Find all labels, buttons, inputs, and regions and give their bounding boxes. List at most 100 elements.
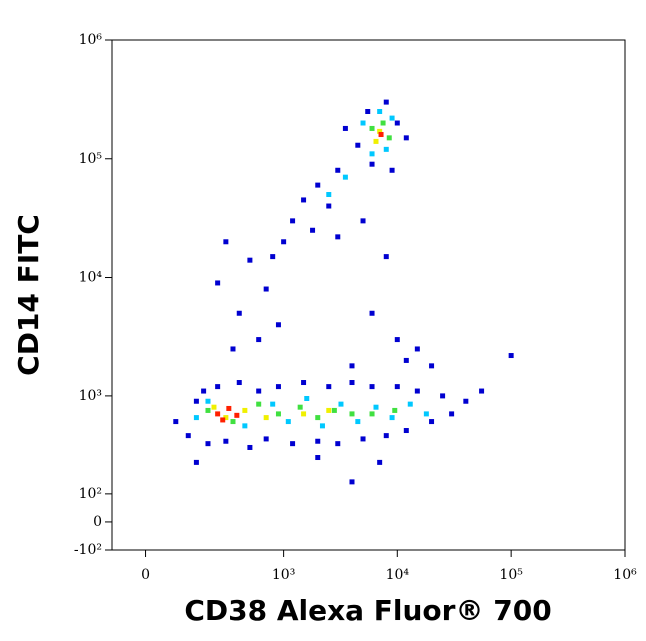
point xyxy=(242,423,248,429)
point xyxy=(256,337,262,343)
x-axis-label: CD38 Alexa Fluor® 700 xyxy=(184,594,551,627)
point xyxy=(369,125,375,131)
point xyxy=(414,388,420,394)
point xyxy=(215,280,221,286)
point xyxy=(383,433,389,439)
point xyxy=(270,254,276,260)
point xyxy=(373,404,379,410)
point xyxy=(377,459,383,465)
point xyxy=(423,411,429,417)
point xyxy=(440,393,446,399)
point xyxy=(326,203,332,209)
point xyxy=(247,444,253,450)
point xyxy=(315,415,321,421)
point xyxy=(335,167,341,173)
point xyxy=(403,135,409,141)
y-tick-label: 10⁴ xyxy=(79,270,103,286)
point xyxy=(247,257,253,263)
y-tick-label: 10² xyxy=(79,486,102,502)
point xyxy=(349,479,355,485)
point xyxy=(185,433,191,439)
point xyxy=(331,407,337,413)
point xyxy=(508,353,514,359)
point xyxy=(275,384,281,390)
point xyxy=(369,384,375,390)
point xyxy=(193,415,199,421)
point xyxy=(236,310,242,316)
point xyxy=(360,436,366,442)
point xyxy=(392,407,398,413)
point xyxy=(479,388,485,394)
y-axis-label: CD14 FITC xyxy=(12,214,45,376)
point xyxy=(349,380,355,386)
point xyxy=(301,411,307,417)
point xyxy=(326,192,332,198)
point xyxy=(463,398,469,404)
point xyxy=(377,109,383,115)
point xyxy=(223,415,229,421)
point xyxy=(369,310,375,316)
point xyxy=(407,401,413,407)
point xyxy=(389,415,395,421)
point xyxy=(297,404,303,410)
point xyxy=(223,239,229,245)
point xyxy=(223,438,229,444)
point xyxy=(256,401,262,407)
point xyxy=(285,419,291,425)
point xyxy=(380,120,386,126)
point xyxy=(377,128,383,134)
point xyxy=(365,109,371,115)
point xyxy=(173,419,179,425)
point xyxy=(193,459,199,465)
point xyxy=(205,441,211,447)
point xyxy=(205,398,211,404)
x-tick-label: 10⁴ xyxy=(386,567,410,583)
point xyxy=(342,174,348,180)
plot-frame xyxy=(111,39,626,551)
point xyxy=(315,182,321,188)
point xyxy=(256,388,262,394)
point xyxy=(369,151,375,157)
x-tick-label: 0 xyxy=(141,567,150,583)
point xyxy=(403,428,409,434)
point xyxy=(429,363,435,369)
point xyxy=(315,455,321,461)
point xyxy=(349,411,355,417)
point xyxy=(369,161,375,167)
point xyxy=(373,138,379,144)
point xyxy=(429,419,435,425)
point xyxy=(281,239,287,245)
point xyxy=(386,135,392,141)
point xyxy=(290,441,296,447)
point xyxy=(335,441,341,447)
point xyxy=(275,322,281,328)
point xyxy=(319,423,325,429)
point xyxy=(315,438,321,444)
point xyxy=(301,197,307,203)
point xyxy=(226,405,232,411)
point xyxy=(389,167,395,173)
point xyxy=(230,346,236,352)
point xyxy=(301,380,307,386)
y-tick-label: 10⁵ xyxy=(79,151,103,167)
point xyxy=(403,357,409,363)
point xyxy=(360,218,366,224)
point xyxy=(230,419,236,425)
point xyxy=(383,146,389,152)
point xyxy=(326,384,332,390)
y-tick-label: 10⁶ xyxy=(79,32,103,48)
x-tick-label: 10⁶ xyxy=(613,567,637,583)
point xyxy=(211,404,217,410)
point xyxy=(378,132,384,138)
point xyxy=(215,384,221,390)
point xyxy=(263,436,269,442)
point xyxy=(326,407,332,413)
point xyxy=(270,401,276,407)
point xyxy=(193,398,199,404)
point xyxy=(263,415,269,421)
point xyxy=(335,234,341,240)
point xyxy=(236,380,242,386)
point xyxy=(360,120,366,126)
point xyxy=(242,407,248,413)
